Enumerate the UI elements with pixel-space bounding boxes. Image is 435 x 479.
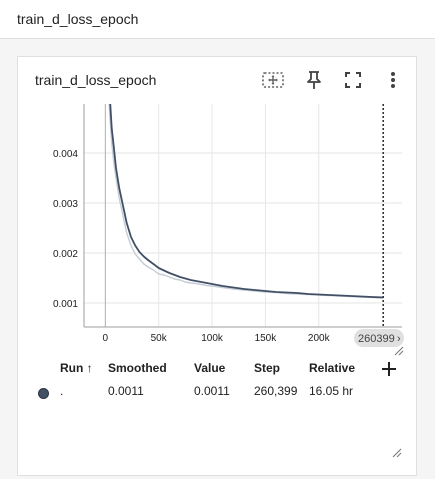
raw-value: 0.0011: [194, 384, 230, 398]
card-resize-handle[interactable]: [390, 446, 402, 458]
smoothed-series-line: [109, 104, 384, 299]
top-header: train_d_loss_epoch: [0, 0, 435, 39]
x-tick-label: 100k: [201, 333, 224, 344]
chart-series: [108, 104, 384, 299]
y-tick-label: 0.003: [53, 199, 78, 210]
x-tick-label: 150k: [255, 333, 278, 344]
step-value: 260,399: [254, 384, 298, 398]
step-badge-label: 260399: [358, 333, 395, 345]
run-column-header[interactable]: Run ↑: [60, 361, 93, 375]
fit-domain-button[interactable]: [260, 67, 286, 93]
fullscreen-icon: [345, 72, 361, 88]
relative-column-header[interactable]: Relative: [309, 361, 356, 375]
run-name: .: [60, 384, 64, 398]
value-column-header[interactable]: Value: [194, 361, 226, 375]
y-tick-label: 0.004: [53, 149, 78, 160]
add-icon: [382, 362, 396, 376]
run-color-swatch: [38, 388, 49, 399]
card-title: train_d_loss_epoch: [35, 72, 157, 88]
pin-icon: [307, 71, 321, 89]
step-badge[interactable]: 260399 ›: [354, 329, 404, 347]
y-axis: 0.001 0.002 0.003 0.004: [53, 149, 78, 310]
sort-ascending-icon: ↑: [86, 361, 93, 375]
run-header-label: Run: [60, 361, 84, 375]
y-tick-label: 0.001: [53, 299, 78, 310]
more-menu-button[interactable]: [380, 67, 406, 93]
fit-domain-icon: [262, 72, 284, 88]
step-column-header[interactable]: Step: [254, 361, 281, 375]
x-tick-label: 50k: [151, 333, 168, 344]
step-badge-arrow: ›: [397, 333, 401, 345]
pin-button[interactable]: [301, 67, 327, 93]
chart-resize-handle[interactable]: [394, 346, 404, 356]
relative-value: 16.05 hr: [309, 384, 354, 398]
raw-series-line: [108, 104, 384, 299]
x-tick-label: 200k: [308, 333, 331, 344]
smoothed-value: 0.0011: [108, 384, 144, 398]
line-chart[interactable]: 0.001 0.002 0.003 0.004 0 50k 100k 150k 200k 26…: [18, 57, 416, 357]
x-axis: 0 50k 100k 150k 200k: [103, 333, 331, 344]
x-tick-label: 0: [103, 333, 109, 344]
more-vert-icon: [391, 72, 395, 88]
chart-card: train_d_loss_epoch 0.001 0.002 0.003 0.004 …: [17, 56, 417, 476]
y-tick-label: 0.002: [53, 249, 78, 260]
fullscreen-button[interactable]: [340, 67, 366, 93]
chart-grid: [83, 104, 402, 328]
add-column-button[interactable]: [379, 359, 399, 379]
smoothed-column-header[interactable]: Smoothed: [108, 361, 167, 375]
page-title: train_d_loss_epoch: [17, 11, 139, 27]
